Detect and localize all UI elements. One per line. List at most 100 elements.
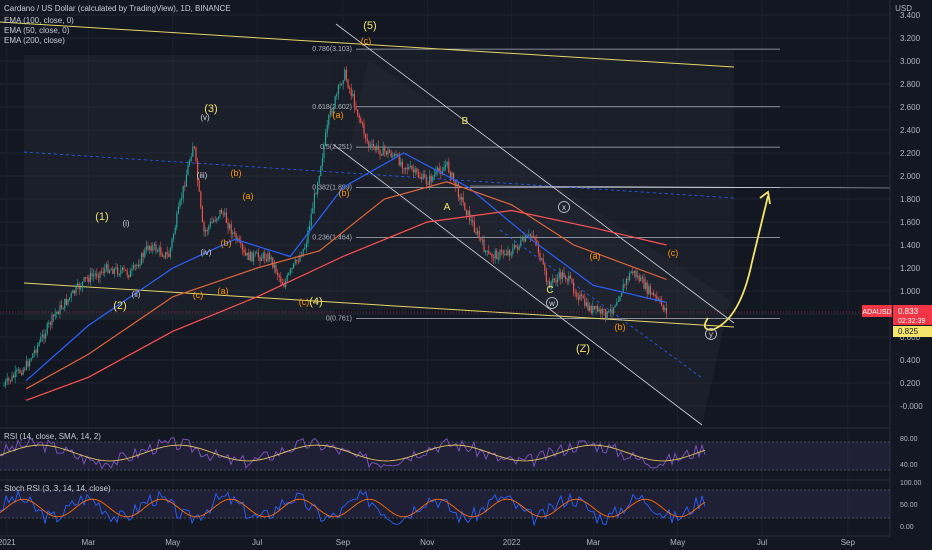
candle-body (480, 238, 482, 240)
wave-label: (c) (668, 248, 679, 258)
candle-body (413, 169, 415, 173)
rsi-pane: 80.00 40.00 (0, 427, 918, 471)
candle-body (312, 208, 314, 214)
wave-marker (705, 328, 717, 340)
candle-body (542, 258, 544, 265)
wave-label: (iii) (197, 171, 208, 180)
ema-legend-200[interactable]: EMA (200, close) (4, 36, 65, 45)
candle-body (78, 283, 80, 290)
wave-label: x (562, 203, 566, 212)
candle-body (629, 272, 631, 281)
candle-body (643, 278, 645, 289)
candle-body (429, 175, 431, 185)
stoch-rsi-pane: 100.00 50.00 0.00 (0, 479, 922, 531)
candle-body (13, 375, 15, 378)
candle-body (469, 210, 471, 221)
resistance-line (469, 185, 891, 189)
candle-body (261, 258, 263, 261)
candle-body (54, 313, 56, 317)
wave-marker (558, 201, 570, 213)
time-axis-label: 2021 (0, 538, 16, 547)
candle-body (8, 378, 10, 381)
candle-body (566, 278, 568, 281)
candle-body (240, 241, 242, 244)
wave-label: A (444, 202, 451, 213)
candle-body (659, 298, 661, 300)
candle-body (430, 175, 432, 182)
candle-body (229, 224, 231, 229)
candle-body (443, 166, 445, 172)
candle-body (509, 250, 511, 256)
candle-body (411, 166, 413, 170)
candle-body (211, 221, 213, 223)
price-axis-label: 1.000 (900, 287, 921, 296)
candle-body (131, 268, 133, 271)
candle-body (163, 256, 165, 258)
candle-body (57, 311, 59, 315)
candle-body (640, 277, 642, 282)
candle-body (206, 230, 208, 232)
candle-body (603, 309, 605, 311)
candle-body (214, 220, 216, 222)
time-axis-label: May (165, 538, 180, 547)
price-axis-label: 2.000 (900, 172, 921, 181)
candle-body (48, 322, 50, 324)
candle-body (537, 244, 539, 253)
candle-body (197, 160, 199, 181)
candle-body (502, 250, 504, 255)
candle-body (248, 252, 250, 261)
candle-body (97, 276, 99, 278)
candle-body (414, 168, 416, 173)
candle-body (147, 246, 149, 250)
ema-legend-50[interactable]: EMA (50, close, 0) (4, 26, 70, 35)
candle-body (128, 275, 130, 278)
candle-body (496, 250, 498, 260)
candle-body (504, 254, 506, 256)
midline-dashed (23, 151, 735, 199)
candle-body (457, 183, 459, 197)
candle-body (190, 156, 192, 161)
candle-body (158, 247, 160, 252)
candle-body (595, 305, 597, 309)
candle-body (166, 252, 168, 255)
candle-body (374, 147, 376, 151)
candle-body (481, 239, 483, 241)
candle-body (110, 269, 112, 271)
rsi-axis-label: 40.00 (900, 462, 918, 469)
candle-body (475, 232, 477, 234)
candle-body (497, 257, 499, 260)
candle-body (518, 245, 520, 250)
candle-body (288, 272, 290, 275)
candle-body (270, 257, 272, 260)
ema-legend-100[interactable]: EMA (100, close, 0) (4, 16, 74, 25)
candle-body (325, 133, 327, 146)
candle-body (459, 196, 461, 200)
stoch-line (0, 489, 706, 527)
candle-body (49, 322, 51, 325)
candle-body (441, 171, 443, 175)
candle-body (345, 69, 347, 80)
candle-body (491, 253, 493, 258)
rsi-legend[interactable]: RSI (14, close, SMA, 14, 2) (4, 432, 101, 441)
candle-body (453, 172, 455, 181)
candle-body (86, 277, 88, 279)
candle-body (565, 276, 567, 279)
candle-body (115, 267, 117, 269)
wave-label: y (709, 330, 713, 339)
candle-body (41, 334, 43, 337)
candle-body (560, 272, 562, 280)
candle-body (43, 334, 45, 339)
wave-label: (i) (122, 219, 129, 228)
symbol-title[interactable]: Cardano / US Dollar (calculated by Tradi… (4, 4, 231, 13)
candle-body (80, 287, 82, 290)
candle-body (297, 261, 299, 263)
candle-body (94, 273, 96, 275)
stoch-legend[interactable]: Stoch RSI (3, 3, 14, 14, close) (4, 484, 111, 493)
candle-body (257, 252, 259, 258)
candle-body (350, 88, 352, 96)
candle-body (286, 274, 288, 281)
candle-body (539, 252, 541, 260)
fib-label: 0.382(1.899) (312, 185, 352, 192)
candle-body (249, 251, 251, 261)
